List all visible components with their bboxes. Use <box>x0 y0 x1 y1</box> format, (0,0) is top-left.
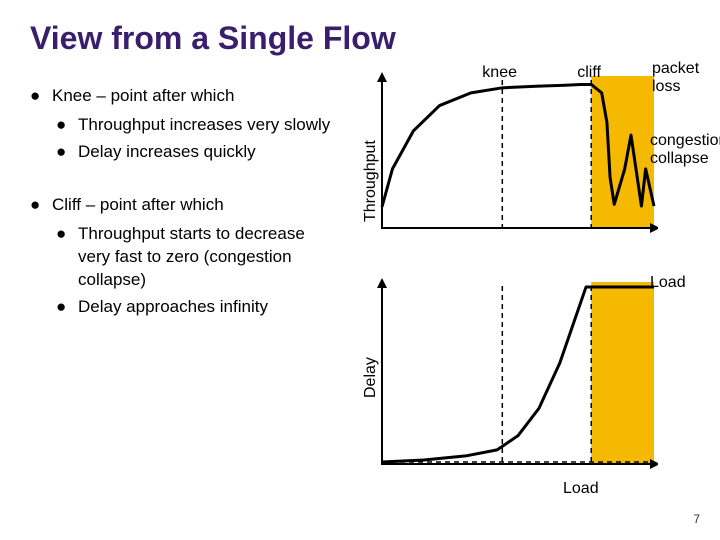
knee-label: knee <box>482 64 517 82</box>
bullet-cliff: ● Cliff – point after which <box>30 194 340 217</box>
bullet-list: ● Knee – point after which ● Throughput … <box>30 85 340 323</box>
bullet-dot: ● <box>56 223 68 292</box>
page-number: 7 <box>693 512 700 526</box>
bullet-dot: ● <box>56 296 68 319</box>
bullet-text: Delay approaches infinity <box>78 296 268 319</box>
bullet-dot: ● <box>30 194 42 217</box>
bullet-text: Delay increases quickly <box>78 141 256 164</box>
bullet-text: Knee – point after which <box>52 85 234 108</box>
bullet-knee: ● Knee – point after which <box>30 85 340 108</box>
page-title: View from a Single Flow <box>30 20 396 57</box>
slide: View from a Single Flow ● Knee – point a… <box>0 0 720 540</box>
bullet-text: Cliff – point after which <box>52 194 224 217</box>
load-x-label: Load <box>563 480 599 498</box>
delay-y-label: Delay <box>362 357 380 398</box>
throughput-y-label: Throughput <box>362 140 380 222</box>
bullet-cliff-b: ● Delay approaches infinity <box>56 296 340 319</box>
load-label-top: Load <box>650 274 686 292</box>
bullet-dot: ● <box>56 141 68 164</box>
bullet-text: Throughput starts to decrease very fast … <box>78 223 340 292</box>
bullet-knee-b: ● Delay increases quickly <box>56 141 340 164</box>
packet-loss-label: packetloss <box>652 60 699 96</box>
bullet-dot: ● <box>56 114 68 137</box>
delay-chart <box>368 278 658 478</box>
bullet-text: Throughput increases very slowly <box>78 114 330 137</box>
cliff-label: cliff <box>577 64 601 82</box>
congestion-collapse-label: congestioncollapse <box>650 132 720 168</box>
bullet-cliff-a: ● Throughput starts to decrease very fas… <box>56 223 340 292</box>
bullet-dot: ● <box>30 85 42 108</box>
bullet-knee-a: ● Throughput increases very slowly <box>56 114 340 137</box>
throughput-chart <box>368 72 658 242</box>
